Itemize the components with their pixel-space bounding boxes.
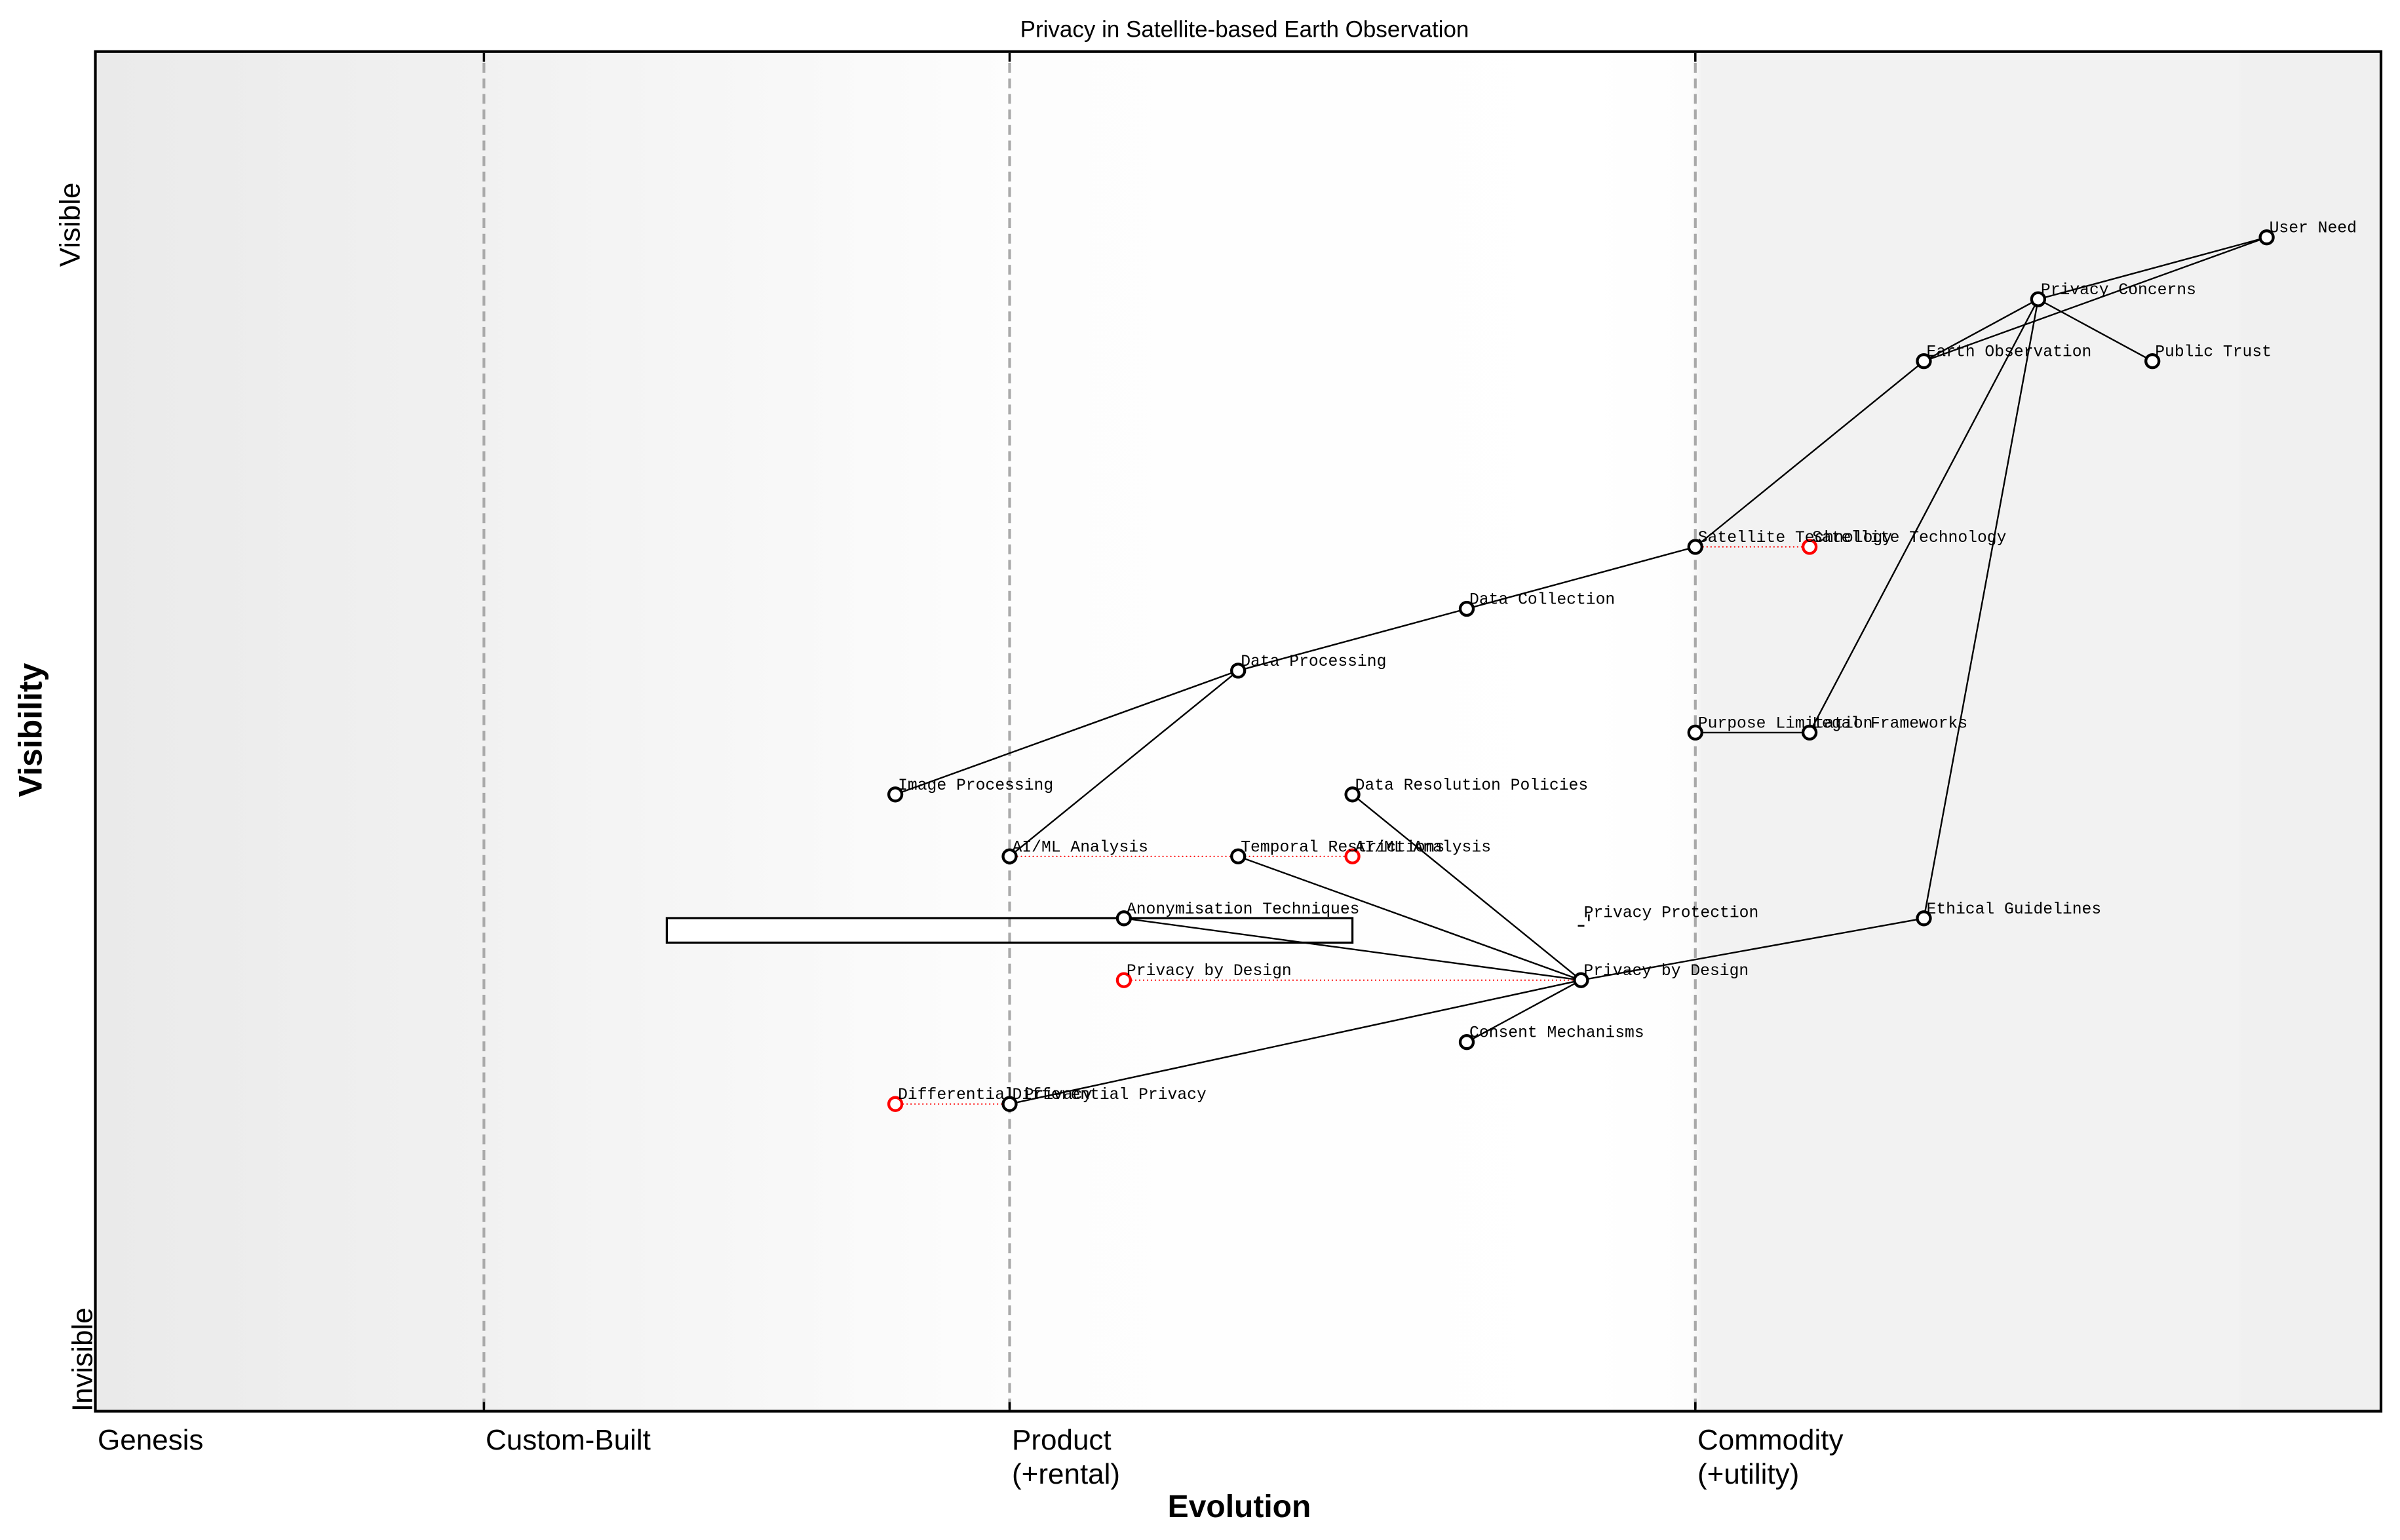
svg-text:Custom-Built: Custom-Built [486, 1424, 651, 1456]
svg-text:Earth Observation: Earth Observation [1927, 343, 2092, 362]
svg-text:Consent Mechanisms: Consent Mechanisms [1469, 1024, 1644, 1043]
svg-text:Evolution: Evolution [1168, 1490, 1311, 1524]
svg-text:Visibility: Visibility [12, 663, 49, 797]
svg-text:Image Processing: Image Processing [898, 777, 1053, 795]
svg-text:Satellite Technology: Satellite Technology [1698, 529, 1892, 547]
svg-text:(+utility): (+utility) [1697, 1458, 1799, 1490]
svg-text:Ethical Guidelines: Ethical Guidelines [1927, 900, 2102, 919]
svg-text:Legal Frameworks: Legal Frameworks [1812, 714, 1967, 733]
svg-text:Product: Product [1012, 1424, 1112, 1456]
svg-text:Anonymisation Techniques: Anonymisation Techniques [1127, 900, 1360, 919]
svg-text:Privacy Concerns: Privacy Concerns [2041, 281, 2196, 299]
svg-text:Visible: Visible [54, 182, 86, 267]
svg-text:AI/ML Analysis: AI/ML Analysis [1013, 838, 1148, 857]
svg-text:Privacy by Design: Privacy by Design [1583, 962, 1749, 980]
svg-text:Commodity: Commodity [1697, 1424, 1844, 1456]
svg-text:Data Collection: Data Collection [1469, 591, 1615, 609]
svg-text:Satellite Technology: Satellite Technology [1812, 529, 2006, 547]
svg-text:Privacy by Design: Privacy by Design [1127, 962, 1292, 980]
svg-text:Temporal Restrictions: Temporal Restrictions [1241, 838, 1444, 857]
svg-text:User Need: User Need [2270, 220, 2357, 238]
svg-text:Differential Privacy: Differential Privacy [898, 1086, 1092, 1104]
svg-text:Privacy in Satellite-based Ear: Privacy in Satellite-based Earth Observa… [1020, 17, 1469, 43]
svg-text:Public Trust: Public Trust [2155, 343, 2272, 362]
svg-text:Data Resolution Policies: Data Resolution Policies [1355, 777, 1589, 795]
svg-text:AI/ML Analysis: AI/ML Analysis [1355, 838, 1491, 857]
svg-text:Privacy Protection: Privacy Protection [1584, 904, 1759, 922]
svg-text:Purpose Limitation: Purpose Limitation [1698, 714, 1873, 733]
svg-text:(+rental): (+rental) [1012, 1458, 1120, 1490]
svg-text:Data Processing: Data Processing [1241, 653, 1386, 671]
svg-text:Invisible: Invisible [67, 1307, 99, 1412]
svg-text:Genesis: Genesis [98, 1424, 203, 1456]
svg-text:Differential Privacy: Differential Privacy [1013, 1086, 1207, 1104]
